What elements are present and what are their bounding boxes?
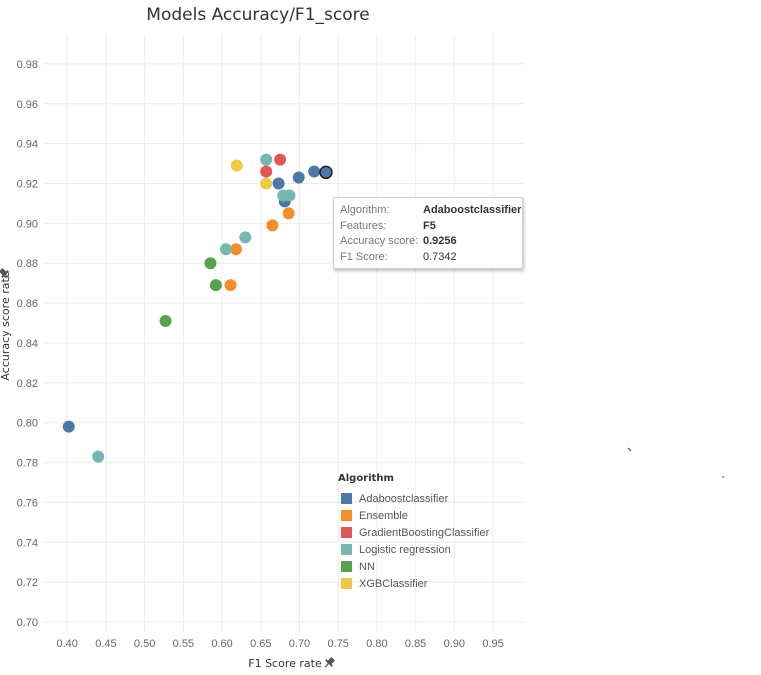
y-tick-label: 0.76 — [17, 497, 38, 509]
data-points — [62, 153, 333, 463]
data-point[interactable] — [159, 315, 172, 328]
tooltip-row-accuracy: Accuracy score: 0.9256 — [340, 234, 522, 250]
y-axis-ticks: 0.70 0.72 0.74 0.76 0.78 0.80 0.82 0.84 0.86 0.88… — [17, 59, 38, 629]
tooltip-key: Algorithm: — [340, 204, 390, 216]
tooltip-row-algorithm: Algorithm: Adaboostclassifier — [340, 203, 522, 219]
x-tick-label: 0.90 — [444, 638, 465, 650]
legend-label: Ensemble — [359, 509, 408, 522]
legend-label: GradientBoostingClassifier — [359, 526, 490, 539]
y-tick-label: 0.94 — [17, 139, 38, 151]
tooltip-row-f1: F1 Score: 0.7342 — [340, 250, 522, 266]
tooltip-key: Accuracy score: — [340, 235, 419, 247]
data-point[interactable] — [274, 153, 287, 166]
data-point[interactable] — [239, 231, 252, 244]
x-tick-label: 0.95 — [482, 638, 503, 650]
tooltip-value: Adaboostclassifier — [423, 204, 522, 216]
data-point[interactable] — [266, 219, 279, 232]
y-tick-label: 0.74 — [17, 537, 38, 549]
data-point[interactable] — [260, 153, 273, 166]
tooltip-row-features: Features: F5 — [340, 219, 522, 235]
data-point[interactable] — [260, 177, 273, 190]
legend-item[interactable]: NN — [338, 558, 489, 575]
data-point[interactable] — [308, 165, 321, 178]
legend-item[interactable]: Adaboostclassifier — [338, 490, 489, 507]
data-point[interactable] — [283, 189, 296, 202]
legend-label: Logistic regression — [359, 543, 451, 556]
y-tick-label: 0.84 — [17, 338, 38, 350]
y-tick-label: 0.88 — [17, 258, 38, 270]
legend: Algorithm Adaboostclassifier Ensemble Gr… — [338, 472, 489, 592]
legend-swatch — [341, 578, 352, 589]
legend-title: Algorithm — [338, 473, 394, 484]
data-point[interactable] — [272, 177, 285, 190]
y-tick-label: 0.80 — [17, 418, 38, 430]
y-tick-label: 0.86 — [17, 298, 38, 310]
x-tick-label: 0.60 — [211, 638, 232, 650]
x-axis-ticks: 0.40 0.45 0.50 0.55 0.60 0.65 0.70 0.75 0.80 0.85… — [57, 638, 504, 650]
stray-mark — [627, 447, 632, 452]
pin-icon[interactable] — [322, 656, 337, 671]
x-tick-label: 0.40 — [57, 638, 78, 650]
x-tick-label: 0.45 — [95, 638, 116, 650]
tooltip-value: F5 — [423, 219, 436, 232]
data-point[interactable] — [260, 165, 273, 178]
legend-item[interactable]: Ensemble — [338, 507, 489, 524]
data-point[interactable] — [282, 207, 295, 220]
x-axis-label: F1 Score rate — [248, 657, 322, 670]
legend-item[interactable]: Logistic regression — [338, 541, 489, 558]
tooltip-value: 0.9256 — [423, 235, 457, 247]
x-tick-label: 0.80 — [366, 638, 387, 650]
data-point[interactable] — [219, 243, 232, 256]
x-tick-label: 0.70 — [289, 638, 310, 650]
data-point[interactable] — [62, 420, 75, 433]
data-point[interactable] — [204, 257, 217, 270]
data-point[interactable] — [292, 171, 305, 184]
data-point[interactable] — [209, 279, 222, 292]
y-tick-label: 0.72 — [17, 577, 38, 589]
legend-label: Adaboostclassifier — [359, 492, 449, 505]
y-tick-label: 0.78 — [17, 458, 38, 470]
y-tick-label: 0.90 — [17, 218, 38, 230]
data-point[interactable] — [224, 279, 237, 292]
x-tick-label: 0.50 — [134, 638, 155, 650]
tooltip-key: Features: — [340, 219, 387, 232]
legend-label: NN — [359, 560, 375, 573]
legend-label: XGBClassifier — [359, 577, 428, 590]
legend-item[interactable]: GradientBoostingClassifier — [338, 524, 489, 541]
x-tick-label: 0.85 — [405, 638, 426, 650]
legend-swatch — [341, 510, 352, 521]
chart-title: Models Accuracy/F1_score — [146, 5, 369, 25]
x-tick-label: 0.75 — [327, 638, 348, 650]
legend-swatch — [341, 561, 352, 572]
y-tick-label: 0.70 — [17, 617, 38, 629]
data-point[interactable] — [230, 159, 243, 172]
highlighted-data-point[interactable] — [319, 165, 333, 180]
legend-item[interactable]: XGBClassifier — [338, 575, 489, 592]
y-axis-title[interactable]: Accuracy score rate — [0, 267, 12, 381]
y-tick-label: 0.92 — [17, 179, 38, 191]
data-point[interactable] — [92, 450, 105, 463]
x-tick-label: 0.65 — [250, 638, 271, 650]
legend-swatch — [341, 544, 352, 555]
data-point[interactable] — [230, 243, 242, 256]
y-axis-label: Accuracy score rate — [0, 271, 12, 380]
legend-swatch — [341, 493, 352, 504]
tooltip: Algorithm: Adaboostclassifier Features: … — [333, 197, 523, 269]
pin-icon[interactable] — [0, 267, 12, 282]
y-tick-label: 0.82 — [17, 378, 38, 390]
x-axis-title[interactable]: F1 Score rate — [248, 656, 336, 671]
x-tick-label: 0.55 — [173, 638, 194, 650]
grid-lines — [44, 34, 524, 632]
y-tick-label: 0.96 — [17, 99, 38, 111]
y-tick-label: 0.98 — [17, 59, 38, 71]
tooltip-key: F1 Score: — [340, 250, 388, 263]
stray-dot — [722, 476, 724, 478]
legend-swatch — [341, 527, 352, 538]
tooltip-value: 0.7342 — [423, 250, 457, 263]
